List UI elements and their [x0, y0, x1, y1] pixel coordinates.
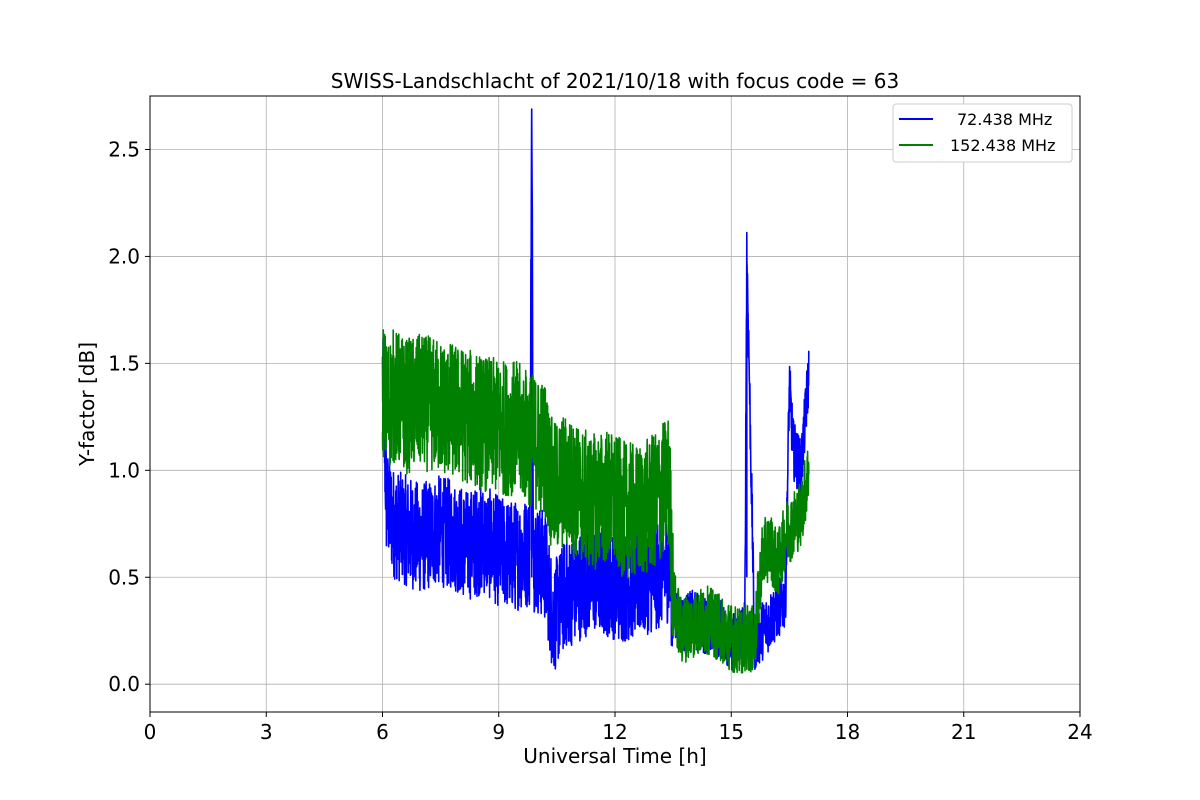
- grid: [149, 96, 1081, 712]
- chart-title: SWISS-Landschlacht of 2021/10/18 with fo…: [331, 69, 899, 93]
- x-axis-label: Universal Time [h]: [523, 744, 706, 768]
- y-tick-label: 2.5: [108, 137, 140, 161]
- y-tick-label: 2.0: [108, 244, 140, 268]
- x-tick-label: 3: [260, 720, 273, 744]
- x-tick-label: 21: [951, 720, 976, 744]
- y-tick-label: 0.0: [108, 672, 140, 696]
- y-tick-label: 1.0: [108, 458, 140, 482]
- y-tick-label: 1.5: [108, 351, 140, 375]
- x-tick-label: 18: [835, 720, 860, 744]
- x-tick-label: 12: [602, 720, 627, 744]
- legend-label-series-1: 72.438 MHz: [957, 110, 1052, 129]
- x-tick-label: 24: [1067, 720, 1092, 744]
- x-tick-label: 15: [719, 720, 744, 744]
- legend-label-series-2: 152.438 MHz: [950, 136, 1055, 155]
- ticks: 0 3 6 9 12 15 18 21 24 0.0 0.5 1.0 1.5 2.0 2.5: [108, 137, 1093, 744]
- legend: 72.438 MHz 152.438 MHz: [892, 103, 1073, 163]
- y-tick-label: 0.5: [108, 565, 140, 589]
- x-tick-label: 9: [492, 720, 505, 744]
- x-tick-label: 0: [144, 720, 157, 744]
- legend-box: [892, 103, 1073, 163]
- series-layer: [381, 108, 810, 674]
- y-axis-label: Y-factor [dB]: [75, 342, 99, 467]
- series-line-2: [381, 329, 810, 674]
- x-tick-label: 6: [376, 720, 389, 744]
